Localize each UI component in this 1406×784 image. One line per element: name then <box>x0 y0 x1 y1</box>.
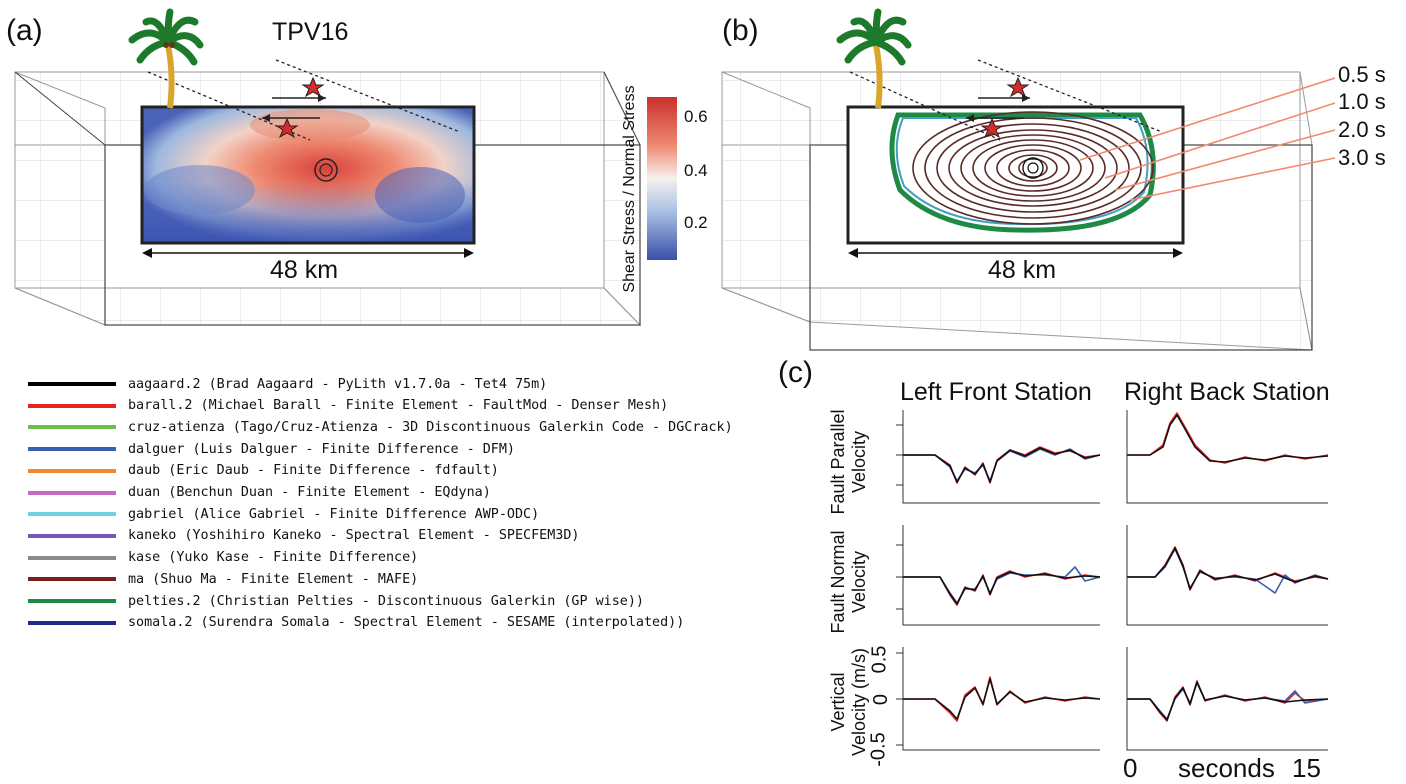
time-label: 2.0 s <box>1338 117 1386 142</box>
legend-row: pelties.2 (Christian Pelties - Discontin… <box>28 590 644 612</box>
col-title-right-back: Right Back Station <box>1124 378 1330 406</box>
legend-label: aagaard.2 (Brad Aagaard - PyLith v1.7.0a… <box>128 376 548 392</box>
legend-label: kaneko (Yoshihiro Kaneko - Spectral Elem… <box>128 528 580 544</box>
legend-swatch <box>28 555 116 560</box>
row-label-fault-parallel: Fault Parallel Velocity <box>828 402 872 522</box>
legend-label: ma (Shuo Ma - Finite Element - MAFE) <box>128 571 419 587</box>
legend-label: barall.2 (Michael Barall - Finite Elemen… <box>128 398 669 414</box>
time-label: 0.5 s <box>1338 62 1386 87</box>
x-axis-end: 15 <box>1292 753 1321 783</box>
legend-label: daub (Eric Daub - Finite Difference - fd… <box>128 463 499 479</box>
legend-swatch <box>28 533 116 538</box>
palm-tree-icon <box>836 8 912 109</box>
row-label-vertical: Vertical Velocity (m/s) <box>828 627 872 777</box>
x-axis-start: 0 <box>1123 753 1138 783</box>
colorbar <box>647 97 677 260</box>
legend-swatch <box>28 382 116 386</box>
panel-a-fault-model <box>14 8 642 327</box>
legend-row: daub (Eric Daub - Finite Difference - fd… <box>28 460 499 482</box>
y-tick: 0 <box>870 693 893 706</box>
panel-a-title: TPV16 <box>272 18 349 46</box>
row-label-line: Fault Parallel <box>828 409 848 515</box>
row-label-line: Velocity <box>849 430 869 494</box>
box-left-face <box>14 71 106 326</box>
hypocenter-star-icon <box>980 117 1004 139</box>
legend-swatch <box>28 599 116 603</box>
time-label: 3.0 s <box>1338 145 1386 170</box>
legend-label: somala.2 (Surendra Somala - Spectral Ele… <box>128 615 685 631</box>
legend-swatch <box>28 620 116 625</box>
row-label-line: Fault Normal <box>828 530 848 634</box>
legend-label: duan (Benchun Duan - Finite Element - EQ… <box>128 485 491 500</box>
row-label-line: Velocity <box>849 550 869 614</box>
legend-row: ma (Shuo Ma - Finite Element - MAFE) <box>28 568 418 590</box>
row-label-fault-normal: Fault Normal Velocity <box>828 522 872 642</box>
legend-swatch <box>28 490 116 495</box>
palm-tree-icon <box>128 8 204 109</box>
legend-row: duan (Benchun Duan - Finite Element - EQ… <box>28 482 491 504</box>
x-axis-label: seconds <box>1178 753 1275 783</box>
panel-a-label: (a) <box>6 14 43 47</box>
hypocenter-star-icon <box>275 117 299 139</box>
hypocenter-star-icon <box>301 76 325 98</box>
legend-label: gabriel (Alice Gabriel - Finite Differen… <box>128 506 540 522</box>
legend-row: kaneko (Yoshihiro Kaneko - Spectral Elem… <box>28 525 579 547</box>
y-tick: -0.5 <box>867 732 890 767</box>
panel-c-label: (c) <box>778 356 813 389</box>
box-bottom-face <box>14 287 642 326</box>
panel-b-rupture-front <box>721 8 1336 351</box>
legend-label: dalguer (Luis Dalguer - Finite Differenc… <box>128 441 515 457</box>
colorbar-label: Shear Stress / Normal Stress <box>621 85 638 293</box>
legend-row: barall.2 (Michael Barall - Finite Elemen… <box>28 395 668 417</box>
legend-row: dalguer (Luis Dalguer - Finite Differenc… <box>28 438 515 460</box>
legend-swatch <box>28 468 116 473</box>
legend-row: kase (Yuko Kase - Finite Difference) <box>28 547 418 569</box>
legend-swatch <box>28 577 116 582</box>
legend-row: aagaard.2 (Brad Aagaard - PyLith v1.7.0a… <box>28 373 547 395</box>
legend-swatch <box>28 447 116 452</box>
legend-label: kase (Yuko Kase - Finite Difference) <box>128 550 419 566</box>
velocity-plots <box>896 410 1329 751</box>
legend-swatch <box>28 512 116 517</box>
legend-row: somala.2 (Surendra Somala - Spectral Ele… <box>28 612 684 634</box>
colorbar-tick: 0.4 <box>684 161 708 180</box>
panel-a-width-label: 48 km <box>270 256 339 284</box>
hypocenter-star-icon <box>1006 76 1030 98</box>
legend-swatch <box>28 403 116 408</box>
y-tick: 0.5 <box>868 645 891 674</box>
legend-row: gabriel (Alice Gabriel - Finite Differen… <box>28 503 539 525</box>
legend-label: pelties.2 (Christian Pelties - Discontin… <box>128 593 644 609</box>
colorbar-tick: 0.2 <box>684 213 708 232</box>
panel-b-width-label: 48 km <box>988 256 1057 284</box>
legend-label: cruz-atienza (Tago/Cruz-Atienza - 3D Dis… <box>128 419 733 435</box>
time-label: 1.0 s <box>1338 89 1386 114</box>
legend-row: cruz-atienza (Tago/Cruz-Atienza - 3D Dis… <box>28 416 733 438</box>
row-label-line: Vertical <box>828 672 848 732</box>
legend-swatch <box>28 425 116 430</box>
colorbar-tick: 0.6 <box>684 107 708 126</box>
col-title-left-front: Left Front Station <box>900 378 1092 406</box>
panel-b-label: (b) <box>722 14 759 47</box>
